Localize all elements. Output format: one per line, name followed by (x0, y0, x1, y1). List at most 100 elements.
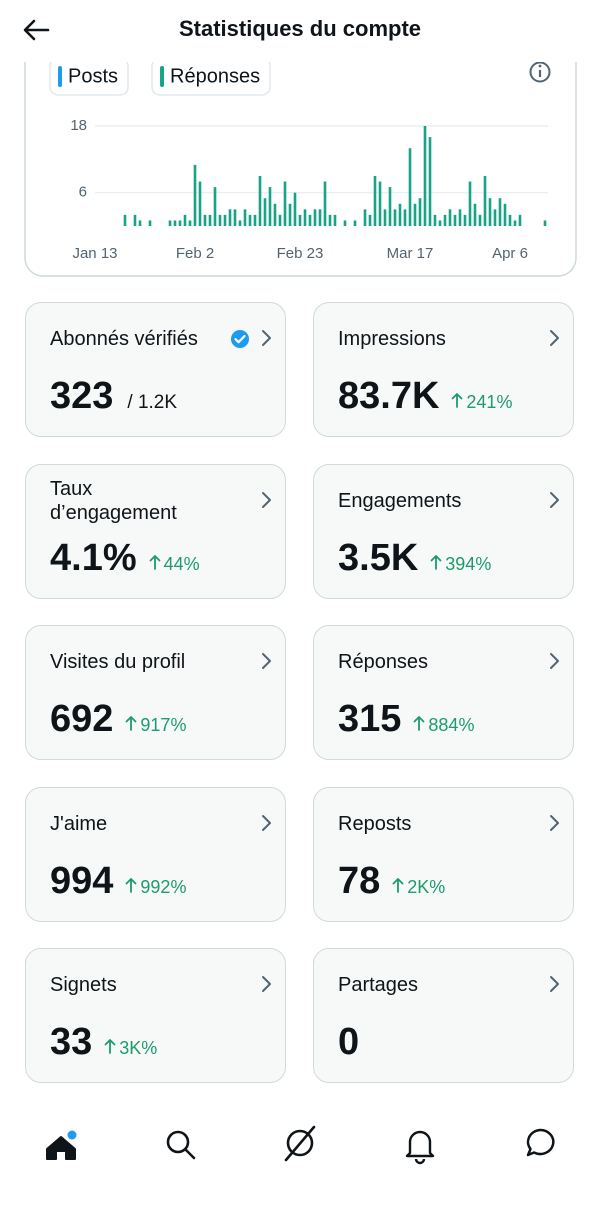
stat-change-value: 394% (445, 553, 492, 574)
stat-card[interactable]: Abonnés vérifiés 323 / 1.2K (25, 302, 286, 437)
stat-label: Signets (50, 974, 117, 996)
stat-label: Partages (338, 974, 419, 996)
stat-card[interactable]: Réponses 315 884% (313, 625, 574, 760)
header: Statistiques du compte (0, 0, 600, 62)
bar (288, 203, 292, 226)
stat-change: 992% (125, 877, 186, 898)
stat-label: Impressions (338, 328, 446, 350)
stat-change: 44% (149, 554, 200, 575)
bar (193, 164, 197, 226)
bar (293, 192, 297, 226)
bar (508, 214, 512, 226)
notifications-tab[interactable] (405, 1130, 435, 1165)
back-button[interactable] (22, 18, 50, 42)
bar (168, 220, 172, 226)
stat-card[interactable]: Visites du profil 692 917% (25, 625, 286, 760)
stat-change: 2K% (392, 877, 445, 898)
stat-value: 83.7K (338, 375, 440, 417)
bar (213, 187, 217, 226)
bar (188, 220, 192, 226)
bar (233, 209, 237, 226)
bar (518, 214, 522, 226)
stat-value: 315 (338, 698, 402, 740)
stat-card[interactable]: Reposts 78 2K% (313, 786, 574, 922)
stat-change-value: 241% (466, 392, 513, 412)
x-tick-label: Feb 2 (176, 245, 214, 262)
bar (318, 209, 322, 226)
stat-card[interactable]: J'aime 994 992% (25, 786, 286, 922)
stat-total: / 1.2K (127, 392, 178, 413)
chevron-icon (550, 491, 559, 508)
bar (448, 209, 452, 226)
legend-label: Posts (68, 65, 118, 87)
bar (208, 214, 212, 226)
stat-change: 917% (125, 715, 186, 736)
bar (378, 181, 382, 226)
messages-tab[interactable] (526, 1128, 555, 1157)
bar (323, 181, 327, 226)
stat-change-value: 44% (163, 553, 200, 574)
bar (383, 209, 387, 226)
bar (263, 198, 267, 226)
info-icon[interactable] (529, 61, 551, 83)
bar (343, 220, 347, 226)
stat-change-value: 3K% (119, 1038, 158, 1058)
stat-card[interactable]: Signets 33 3K% (25, 948, 286, 1083)
stat-card[interactable]: Engagements 3.5K 394% (313, 463, 574, 599)
bar (428, 137, 432, 226)
bar (303, 209, 307, 226)
bar (123, 214, 127, 226)
up-arrow-icon (414, 716, 425, 731)
stat-label: Engagements (338, 489, 462, 512)
home-tab[interactable] (46, 1130, 77, 1160)
chevron-icon (550, 330, 559, 346)
stat-value: 33 (50, 1021, 93, 1063)
chevron-icon (262, 976, 271, 992)
bar (198, 181, 202, 226)
bar (438, 220, 442, 226)
y-tick-label: 18 (70, 117, 87, 134)
bar (218, 214, 222, 226)
chevron-icon (262, 653, 271, 669)
stat-label: Reposts (338, 812, 412, 835)
stat-card[interactable]: Partages 0 (313, 948, 574, 1083)
bar (253, 214, 257, 226)
bar (463, 214, 467, 226)
bar (493, 209, 497, 226)
stat-label: J'aime (50, 812, 108, 835)
search-tab[interactable] (166, 1130, 196, 1160)
bar (313, 209, 317, 226)
bar (458, 209, 462, 226)
bar (133, 214, 137, 226)
stat-row: 0 (338, 1019, 359, 1065)
bar (363, 209, 367, 226)
bar (373, 176, 377, 226)
stat-row: 4.1% 44% (50, 535, 200, 581)
up-arrow-icon (126, 877, 137, 893)
legend-swatch (58, 66, 62, 87)
stat-label: Réponses (338, 651, 429, 673)
stat-card[interactable]: Taux d’engagement 4.1% 44% (25, 463, 286, 599)
up-arrow-icon (392, 877, 404, 893)
stat-card[interactable]: Impressions 83.7K 241% (313, 302, 574, 437)
stat-value: 3.5K (338, 536, 419, 579)
bar (418, 198, 422, 226)
y-tick-label: 6 (79, 184, 87, 201)
verified-badge (231, 330, 249, 348)
x-tick-label: Jan 13 (72, 245, 117, 262)
bar (268, 187, 272, 226)
chevron-icon (550, 814, 559, 831)
stat-row: 692 917% (50, 696, 186, 742)
stat-change-value: 2K% (407, 876, 446, 897)
chevron-icon (550, 976, 559, 992)
bar (308, 214, 312, 226)
grok-tab[interactable] (284, 1125, 316, 1162)
bar (503, 203, 507, 226)
bar (278, 214, 282, 226)
bar (453, 214, 457, 226)
bar (408, 148, 412, 226)
bar (398, 203, 402, 226)
stat-row: 994 992% (50, 858, 186, 904)
stat-value: 4.1% (50, 536, 137, 579)
bar (413, 203, 417, 226)
